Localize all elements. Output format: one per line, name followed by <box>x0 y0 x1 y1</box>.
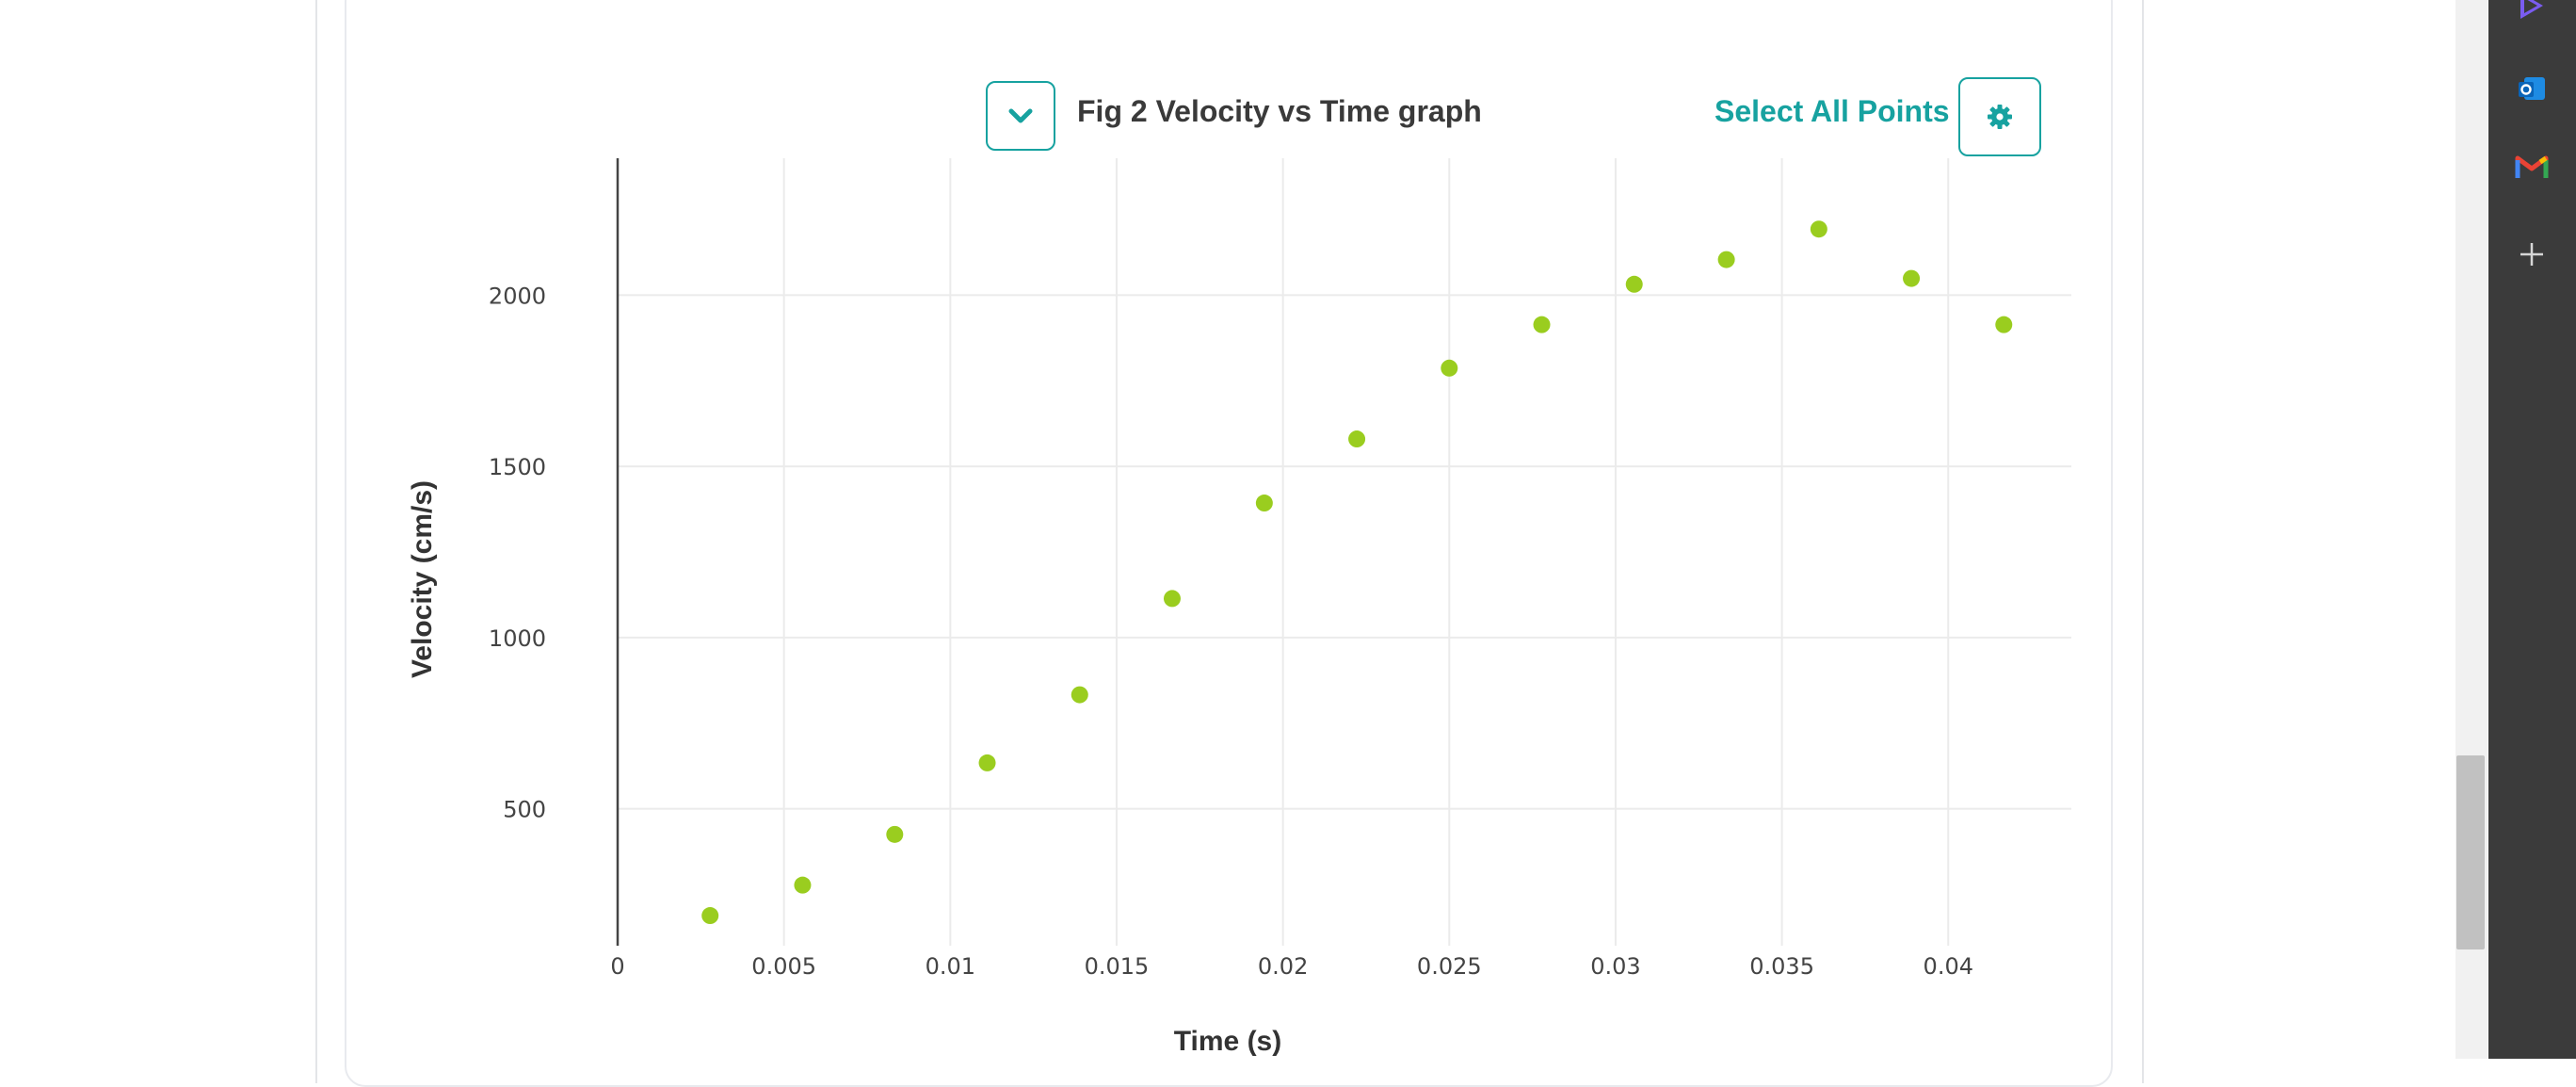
data-point[interactable] <box>1071 686 1088 704</box>
outlook-icon[interactable] <box>2511 68 2552 109</box>
data-point[interactable] <box>1348 430 1366 448</box>
chart-dropdown-button[interactable] <box>986 81 1055 151</box>
chart-title: Fig 2 Velocity vs Time graph <box>1077 94 1482 128</box>
data-point[interactable] <box>1903 269 1921 287</box>
x-tick-label: 0 <box>610 953 624 980</box>
data-point[interactable] <box>886 825 904 843</box>
data-point[interactable] <box>1163 590 1181 608</box>
x-tick-label: 0.035 <box>1749 953 1814 980</box>
browser-sidebar <box>2488 0 2576 1059</box>
gear-icon <box>1988 105 2012 129</box>
chevron-down-icon <box>1008 108 1033 123</box>
x-tick-label: 0.025 <box>1417 953 1482 980</box>
page-scrollbar-thumb[interactable] <box>2456 755 2485 949</box>
y-axis-title: Velocity (cm/s) <box>407 480 438 678</box>
data-point[interactable] <box>1255 495 1273 512</box>
data-point[interactable] <box>1441 359 1458 377</box>
y-tick-label: 2000 <box>489 283 546 309</box>
x-tick-label: 0.015 <box>1085 953 1150 980</box>
y-tick-label: 1500 <box>489 454 546 480</box>
copilot-icon[interactable] <box>2511 0 2552 26</box>
x-tick-label: 0.01 <box>926 953 975 980</box>
x-tick-label: 0.005 <box>751 953 816 980</box>
data-point[interactable] <box>1625 275 1643 293</box>
add-icon[interactable] <box>2511 234 2552 275</box>
data-point[interactable] <box>978 754 996 771</box>
x-axis-title: Time (s) <box>1174 1026 1281 1057</box>
x-tick-label: 0.03 <box>1590 953 1640 980</box>
gmail-icon[interactable] <box>2511 146 2552 187</box>
y-tick-label: 500 <box>503 797 546 823</box>
chart-settings-button[interactable] <box>1958 77 2041 156</box>
y-tick-label: 1000 <box>489 625 546 652</box>
data-point[interactable] <box>794 876 812 894</box>
velocity-time-chart: 0 0.005 0.01 0.015 0.02 0.025 0.03 0.035 0.04 500… <box>407 158 2071 1057</box>
select-all-points-link[interactable]: Select All Points <box>1715 94 1950 128</box>
x-tick-label: 0.02 <box>1258 953 1308 980</box>
data-point[interactable] <box>701 907 719 925</box>
x-tick-label: 0.04 <box>1924 953 1973 980</box>
chart-card <box>345 0 2113 1087</box>
data-point[interactable] <box>1810 220 1827 238</box>
data-point[interactable] <box>1533 316 1551 333</box>
data-point[interactable] <box>1995 316 2013 333</box>
data-point[interactable] <box>1717 251 1735 268</box>
